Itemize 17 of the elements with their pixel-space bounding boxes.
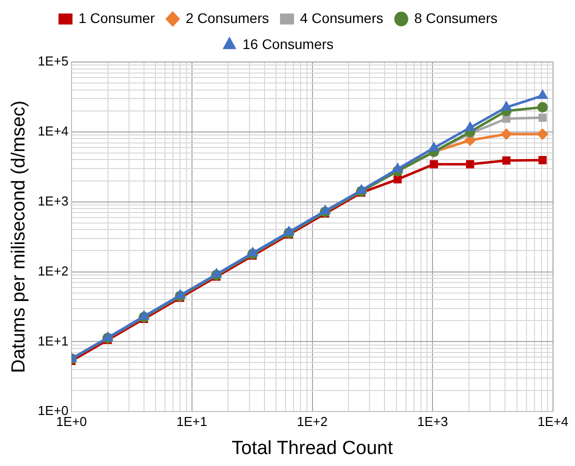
y-tick-label: 1E+5 [38,54,69,69]
legend-label: 8 Consumers [414,10,498,26]
x-tick-label: 1E+4 [538,414,568,429]
legend-label: 16 Consumers [242,36,334,52]
legend-label: 4 Consumers [300,10,384,26]
y-tick-label: 1E+4 [38,124,69,138]
x-axis-title: Total Thread Count [232,438,394,459]
y-axis-title: Datums per milisecond (d/msec) [8,100,30,374]
y-tick-label: 1E+2 [38,263,69,278]
x-tick-label: 1E+1 [176,414,208,429]
y-tick-label: 1E+3 [38,193,69,208]
legend-label: 2 Consumers [186,10,270,26]
legend-label: 1 Consumer [78,10,156,26]
y-tick-label: 1E+0 [38,403,69,418]
y-tick-label: 1E+1 [38,333,69,348]
x-tick-label: 1E+2 [296,414,328,429]
x-tick-label: 1E+3 [417,414,448,429]
